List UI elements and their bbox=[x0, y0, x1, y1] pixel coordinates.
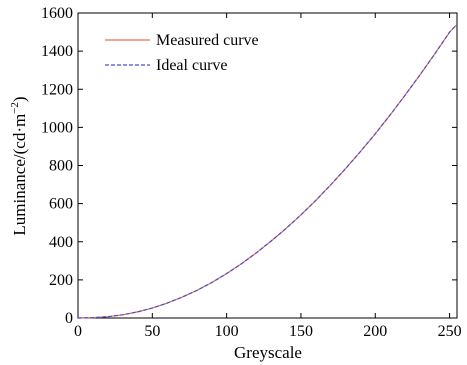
x-tick-label: 150 bbox=[289, 323, 313, 340]
legend-label: Measured curve bbox=[156, 32, 259, 49]
series-line-measured bbox=[77, 23, 458, 319]
y-axis-label-superscript: −2 bbox=[9, 102, 21, 114]
legend-label: Ideal curve bbox=[156, 57, 228, 74]
x-axis-label: Greyscale bbox=[234, 343, 302, 362]
y-tick-label: 1200 bbox=[41, 81, 73, 98]
x-tick-label: 0 bbox=[74, 323, 82, 340]
x-tick-label: 250 bbox=[438, 323, 462, 340]
x-tick-label: 200 bbox=[363, 323, 387, 340]
y-tick-label: 1400 bbox=[41, 43, 73, 60]
y-tick-label: 800 bbox=[49, 158, 73, 175]
y-tick-label: 600 bbox=[49, 196, 73, 213]
series-line-ideal bbox=[77, 23, 458, 319]
y-tick-label: 0 bbox=[65, 310, 73, 327]
plot-frame bbox=[77, 12, 458, 319]
y-tick-label: 1000 bbox=[41, 119, 73, 136]
x-tick-label: 100 bbox=[215, 323, 239, 340]
x-tick-label: 50 bbox=[144, 323, 160, 340]
y-tick-label: 400 bbox=[49, 234, 73, 251]
y-tick-label: 1600 bbox=[41, 5, 73, 22]
y-axis-label: Luminance/(cd·m−2) bbox=[9, 96, 29, 235]
y-tick-label: 200 bbox=[49, 272, 73, 289]
